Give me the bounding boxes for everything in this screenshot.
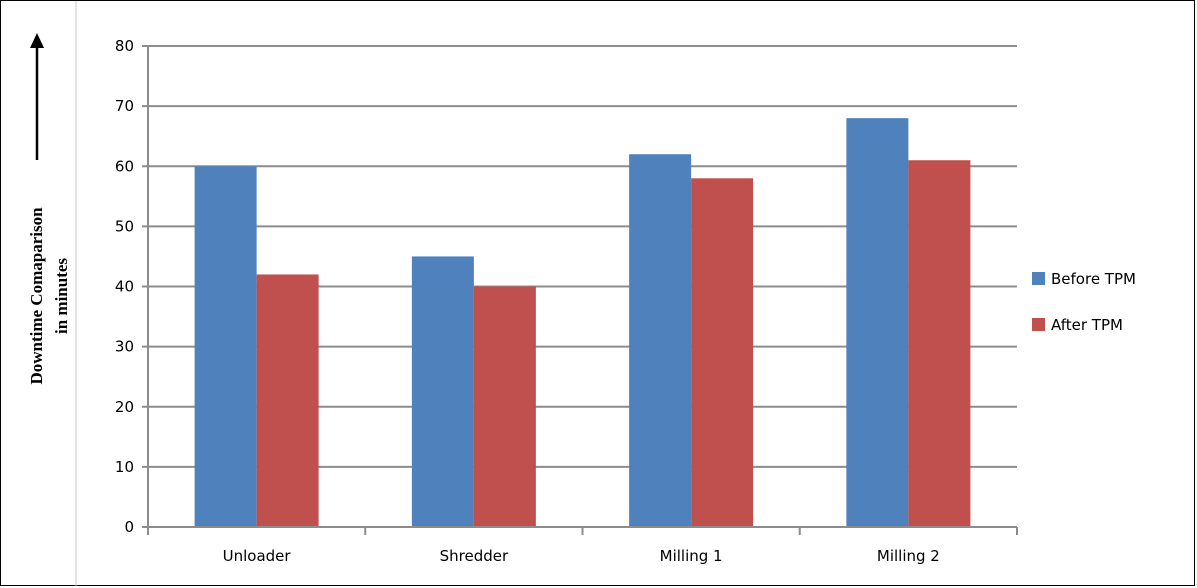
ylabel-arrow-head (30, 33, 44, 48)
bar-before-tpm-unloader (194, 166, 257, 527)
bar-before-tpm-milling-1 (629, 154, 692, 527)
y-tick-label: 70 (115, 97, 134, 115)
axes (147, 46, 1018, 535)
y-tick-label: 40 (115, 278, 134, 296)
x-tick-label: Milling 1 (660, 547, 723, 565)
y-tick-label: 60 (115, 157, 134, 175)
y-axis-label-line2: in minutes (52, 258, 71, 334)
bar-before-tpm-milling-2 (846, 118, 909, 528)
y-tick-label: 30 (115, 338, 134, 356)
bar-after-tpm-milling-2 (908, 160, 971, 528)
legend-swatch (1032, 272, 1045, 285)
bar-before-tpm-shredder (411, 256, 474, 527)
y-tick-label: 0 (124, 518, 134, 536)
x-tick-label: Milling 2 (877, 547, 940, 565)
x-tick-label: Unloader (223, 547, 292, 565)
y-tick-label: 20 (115, 398, 134, 416)
y-tick-labels: 0 10 20 30 40 50 60 70 80 (115, 37, 134, 536)
bar-after-tpm-unloader (256, 274, 319, 527)
y-axis-label-line1: Downtime Comaparison (27, 207, 46, 385)
y-axis-label: Downtime Comaparison in minutes (27, 207, 71, 385)
legend-label: Before TPM (1051, 270, 1136, 288)
y-tick-label: 80 (115, 37, 134, 55)
bar-after-tpm-milling-1 (691, 178, 754, 527)
bars (194, 118, 971, 528)
bar-after-tpm-shredder (473, 286, 536, 527)
legend-swatch (1032, 318, 1045, 331)
y-tick-label: 10 (115, 458, 134, 476)
y-tick-label: 50 (115, 217, 134, 235)
x-tick-label: Shredder (440, 547, 509, 565)
x-tick-labels: Unloader Shredder Milling 1 Milling 2 (223, 547, 940, 565)
legend: Before TPM After TPM (1032, 270, 1136, 334)
legend-label: After TPM (1051, 316, 1123, 334)
